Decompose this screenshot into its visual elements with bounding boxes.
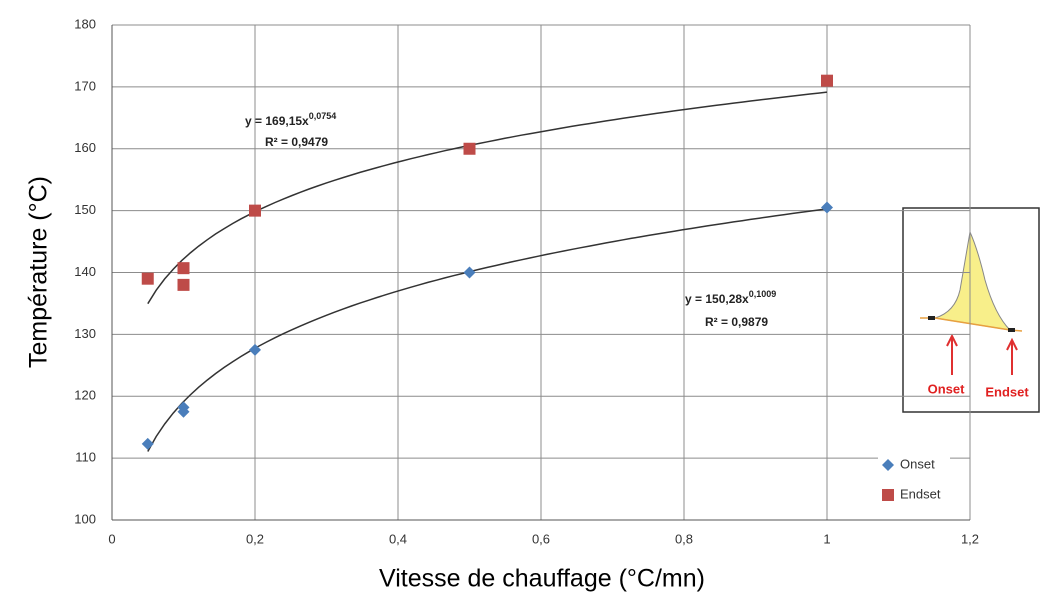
inset-arrow — [1006, 337, 1018, 375]
trendline-equation: y = 169,15x0,0754 — [245, 111, 336, 128]
x-tick-label: 1,2 — [961, 531, 979, 546]
x-axis-title: Vitesse de chauffage (°C/mn) — [379, 565, 705, 593]
point — [249, 343, 261, 356]
legend-label: Onset — [900, 456, 935, 471]
y-axis-title: Température (°C) — [25, 176, 53, 368]
inset-label: Onset — [928, 381, 966, 396]
legend-marker — [882, 489, 894, 501]
point — [141, 272, 154, 285]
point — [821, 201, 833, 214]
inset-label: Endset — [985, 384, 1029, 399]
exponent: 0,0754 — [309, 111, 337, 121]
x-tick-label: 0,2 — [246, 531, 264, 546]
point — [177, 262, 190, 275]
equation: y = 169,15x — [245, 114, 309, 128]
x-tick-label: 1 — [823, 531, 830, 546]
x-tick-label: 0,4 — [389, 531, 407, 546]
inset-dot — [1008, 328, 1015, 332]
y-tick-label: 180 — [74, 16, 96, 31]
point — [141, 437, 154, 450]
point — [821, 74, 833, 87]
grid — [111, 24, 971, 521]
point — [249, 204, 261, 217]
inset: Onset Endset — [902, 207, 1040, 413]
point — [177, 278, 190, 291]
y-tick-label: 160 — [74, 140, 96, 155]
y-tick-label: 140 — [74, 264, 96, 279]
point — [177, 405, 190, 418]
inset-dot — [928, 316, 935, 320]
legend-marker — [882, 459, 894, 471]
legend-label: Endset — [900, 486, 941, 501]
x-tick-label: 0,6 — [532, 531, 550, 546]
point — [463, 266, 476, 279]
exponent: 0,1009 — [749, 289, 777, 299]
y-tick-label: 100 — [74, 511, 96, 526]
trendline-equation: y = 150,28x0,1009 — [685, 289, 776, 306]
trendline-r2: R² = 0,9879 — [705, 315, 768, 329]
y-tick-label: 150 — [74, 202, 96, 217]
x-tick-label: 0,8 — [675, 531, 693, 546]
y-tick-label: 170 — [74, 78, 96, 93]
y-tick-label: 120 — [74, 388, 96, 403]
inset-arrow — [946, 333, 958, 375]
x-tick-label: 0 — [108, 531, 115, 546]
y-tick-label: 110 — [75, 450, 96, 465]
trendline-r2: R² = 0,9479 — [265, 135, 328, 149]
point — [463, 142, 476, 155]
inset-peak — [934, 230, 1012, 331]
trendline — [147, 208, 828, 452]
equation: y = 150,28x — [685, 292, 749, 306]
y-tick-label: 130 — [74, 326, 96, 341]
